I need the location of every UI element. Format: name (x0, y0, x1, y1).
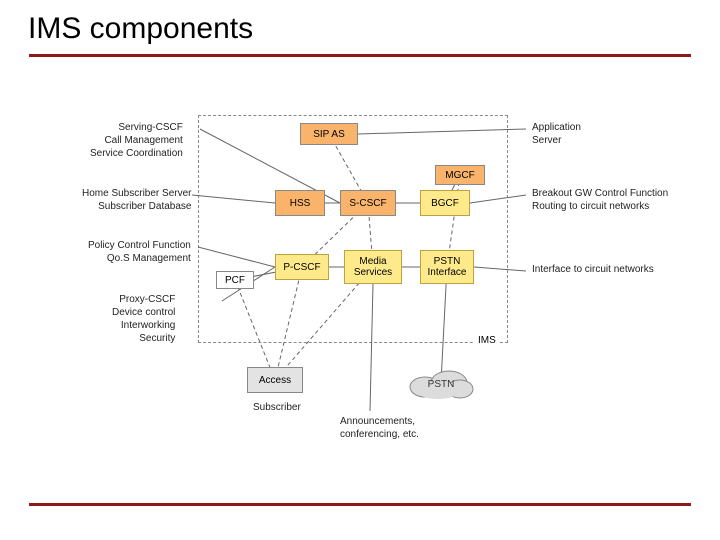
rule-bottom (29, 503, 691, 506)
node-pstn-cloud: PSTN (405, 365, 477, 404)
node-pstn-interface: PSTN Interface (420, 250, 474, 284)
label-announcements: Announcements, conferencing, etc. (340, 415, 419, 441)
ims-tag: IMS (474, 335, 500, 346)
ims-boundary (198, 115, 508, 343)
node-media-services: Media Services (344, 250, 402, 284)
label-bgcf: Breakout GW Control Function Routing to … (532, 187, 668, 213)
node-hss: HSS (275, 190, 325, 216)
node-pcf: PCF (216, 271, 254, 289)
svg-text:PSTN: PSTN (428, 379, 455, 390)
label-pcf: Policy Control Function Qo.S Management (88, 239, 191, 265)
node-sip-as: SIP AS (300, 123, 358, 145)
node-bgcf: BGCF (420, 190, 470, 216)
label-proxy-cscf: Proxy-CSCF Device control Interworking S… (112, 293, 175, 345)
node-p-cscf: P-CSCF (275, 254, 329, 280)
label-serving-cscf: Serving-CSCF Call Management Service Coo… (90, 121, 183, 160)
label-pstn-interface: Interface to circuit networks (532, 263, 654, 276)
diagram-canvas: IMS SIP AS MGCF HSS S-CSCF BGCF P-CSCF M… (0, 75, 720, 495)
node-s-cscf: S-CSCF (340, 190, 396, 216)
node-mgcf: MGCF (435, 165, 485, 185)
label-hss: Home Subscriber Server Subscriber Databa… (82, 187, 191, 213)
label-app-server: Application Server (532, 121, 581, 147)
page-title: IMS components (0, 0, 720, 54)
rule-top (29, 54, 691, 57)
label-subscriber: Subscriber (253, 401, 301, 414)
node-access: Access (247, 367, 303, 393)
